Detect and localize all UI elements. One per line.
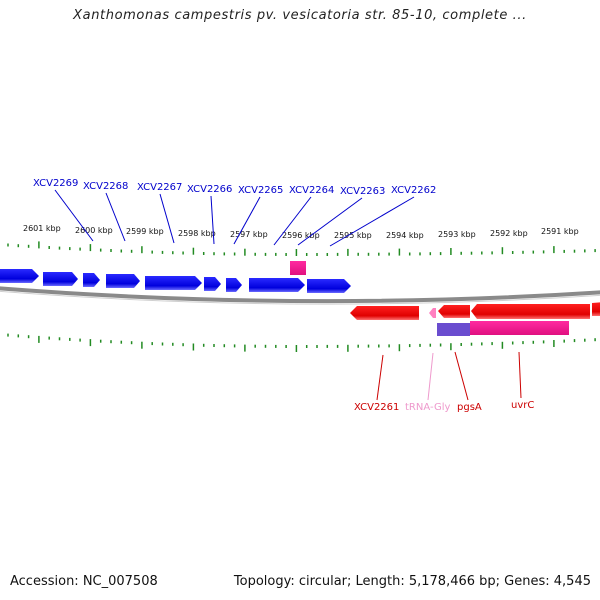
gene-arrow-rev-1 (350, 306, 419, 320)
genome-summary-text: Topology: circular; Length: 5,178,466 bp… (233, 574, 591, 589)
gene-arrow-fwd-4 (106, 274, 140, 288)
scale-label-2597: 2597 kbp (230, 230, 268, 239)
gene-arrow-rev-4 (592, 302, 600, 316)
gene-arrow-fwd-1 (0, 269, 39, 283)
gene-arrow-fwd-7 (226, 278, 242, 292)
genome-backbone (0, 286, 600, 304)
gene-label-pgsa: pgsA (457, 402, 482, 413)
bottom-leader-lines (376, 351, 522, 401)
forward-genes (0, 269, 351, 293)
scale-labels: 2601 kbp 2600 kbp 2599 kbp 2598 kbp 2597… (23, 224, 579, 240)
top-scale-ticks (7, 241, 596, 256)
scale-label-2593: 2593 kbp (438, 230, 476, 239)
gene-label-xcv2268: XCV2268 (83, 181, 128, 192)
map-title: Xanthomonas campestris pv. vesicatoria s… (73, 8, 527, 23)
scale-label-2598: 2598 kbp (178, 229, 216, 238)
bottom-scale-ticks (7, 333, 596, 352)
reverse-genes (350, 302, 600, 320)
gene-arrow-fwd-3 (83, 273, 100, 287)
scale-label-2600: 2600 kbp (75, 226, 113, 235)
scale-label-2592: 2592 kbp (490, 229, 528, 238)
gene-label-xcv2261: XCV2261 (354, 402, 399, 413)
gene-label-xcv2264: XCV2264 (289, 185, 334, 196)
scale-label-2591: 2591 kbp (541, 227, 579, 236)
bottom-gene-labels: XCV2261 tRNA-Gly pgsA uvrC (354, 400, 534, 413)
accession-text: Accession: NC_007508 (10, 574, 158, 589)
scale-label-2599: 2599 kbp (126, 227, 164, 236)
gene-label-xcv2266: XCV2266 (187, 184, 232, 195)
scale-label-2601: 2601 kbp (23, 224, 61, 233)
top-leader-lines (54, 189, 415, 247)
gene-arrow-fwd-8 (249, 278, 305, 292)
feature-block-purple (437, 323, 470, 336)
gene-arrow-fwd-5 (145, 276, 202, 290)
gene-label-xcv2263: XCV2263 (340, 186, 385, 197)
scale-label-2595: 2595 kbp (334, 231, 372, 240)
gene-arrow-rev-2 (438, 305, 470, 318)
rna-feature-fwd (290, 261, 306, 275)
gene-arrow-rev-3 (471, 304, 590, 319)
gene-label-uvrc: uvrC (511, 400, 534, 411)
gene-label-xcv2269: XCV2269 (33, 178, 78, 189)
feature-block-pink (470, 321, 569, 335)
scale-label-2596: 2596 kbp (282, 231, 320, 240)
trna-marker (429, 308, 436, 318)
gene-arrow-fwd-6 (204, 277, 221, 291)
scale-label-2594: 2594 kbp (386, 231, 424, 240)
gene-label-xcv2267: XCV2267 (137, 182, 182, 193)
gene-label-xcv2265: XCV2265 (238, 185, 283, 196)
gene-label-xcv2262: XCV2262 (391, 185, 436, 196)
top-gene-labels: XCV2269 XCV2268 XCV2267 XCV2266 XCV2265 … (33, 178, 436, 197)
gene-label-trna-gly: tRNA-Gly (405, 402, 450, 413)
gene-arrow-fwd-2 (43, 272, 78, 286)
gene-arrow-fwd-9 (307, 279, 351, 293)
